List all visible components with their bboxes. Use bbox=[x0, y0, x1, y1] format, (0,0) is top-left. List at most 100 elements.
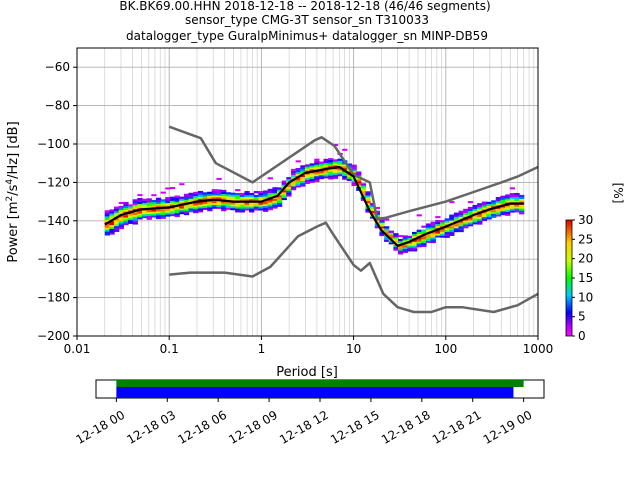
y-axis-ticks: −200 −180 −160 −140 −120 −100 −80 −60 bbox=[37, 60, 77, 343]
pdf-cell bbox=[137, 205, 143, 208]
pdf-cell bbox=[258, 208, 264, 211]
pdf-cell bbox=[197, 202, 204, 205]
pdf-cell-outlier bbox=[114, 206, 120, 209]
colorbar-tick-label: 0 bbox=[578, 329, 586, 343]
pdf-cell bbox=[481, 214, 488, 218]
x-tick-label: 10 bbox=[346, 342, 361, 356]
pdf-cell bbox=[467, 206, 474, 210]
pdf-cell bbox=[290, 174, 297, 177]
pdf-cell bbox=[509, 210, 516, 213]
pdf-cell bbox=[272, 200, 278, 203]
pdf-cell bbox=[179, 208, 185, 211]
pdf-cell bbox=[235, 192, 241, 196]
pdf-cell bbox=[514, 204, 520, 207]
pdf-cell bbox=[481, 216, 488, 220]
pdf-cell bbox=[467, 210, 474, 213]
pdf-cell bbox=[379, 220, 385, 223]
pdf-cell bbox=[160, 205, 166, 208]
pdf-cell bbox=[188, 204, 194, 207]
pdf-cell bbox=[221, 203, 227, 206]
pdf-cell bbox=[458, 212, 464, 215]
y-tick-label: −80 bbox=[45, 99, 70, 113]
pdf-cell-outlier bbox=[342, 148, 348, 151]
pdf-cell bbox=[379, 218, 385, 221]
pdf-cell bbox=[221, 209, 227, 212]
pdf-cell bbox=[244, 198, 250, 201]
pdf-cell bbox=[360, 189, 367, 192]
pdf-cell bbox=[435, 231, 441, 234]
pdf-cell bbox=[491, 200, 497, 203]
pdf-cell bbox=[183, 193, 190, 196]
pdf-cell bbox=[411, 247, 418, 250]
pdf-cell bbox=[309, 167, 315, 170]
pdf-cell bbox=[244, 191, 250, 194]
pdf-cell bbox=[300, 184, 306, 187]
pdf-cell bbox=[197, 198, 204, 201]
pdf-cell bbox=[109, 215, 115, 218]
pdf-cell bbox=[356, 173, 362, 176]
pdf-cell bbox=[221, 205, 227, 208]
pdf-cell bbox=[104, 229, 111, 232]
pdf-cell bbox=[179, 202, 185, 205]
pdf-cell bbox=[379, 226, 385, 229]
pdf-cell bbox=[453, 212, 460, 215]
pdf-cell bbox=[421, 231, 427, 234]
pdf-cell bbox=[207, 203, 213, 206]
pdf-cell bbox=[328, 159, 334, 163]
pdf-cell bbox=[342, 177, 348, 180]
pdf-cell bbox=[151, 203, 157, 207]
timeline-tick-label: 12-18 00 bbox=[74, 408, 128, 447]
pdf-cell bbox=[472, 208, 478, 211]
pdf-cell bbox=[505, 200, 511, 203]
pdf-cell bbox=[384, 232, 390, 235]
pdf-cell bbox=[249, 192, 255, 196]
pdf-cell bbox=[374, 226, 381, 229]
pdf-cell bbox=[425, 238, 432, 242]
pdf-cell bbox=[267, 206, 273, 209]
pdf-cell bbox=[491, 215, 497, 218]
ppsd-plot-area: 0.01 0.1 1 10 100 1000 −200 −180 −160 −140 −120 −1… bbox=[37, 47, 553, 356]
pdf-cell bbox=[188, 192, 194, 196]
pdf-cell bbox=[118, 209, 124, 212]
pdf-cell bbox=[411, 231, 418, 235]
pdf-cell bbox=[309, 174, 315, 178]
pdf-cell bbox=[183, 201, 190, 204]
pdf-cell bbox=[356, 179, 362, 182]
pdf-cell bbox=[402, 237, 408, 240]
pdf-cell bbox=[365, 200, 371, 204]
pdf-cell bbox=[114, 218, 120, 221]
pdf-cell bbox=[179, 206, 185, 209]
pdf-cell bbox=[146, 215, 152, 218]
pdf-cell bbox=[314, 162, 320, 165]
pdf-cell bbox=[384, 226, 390, 229]
pdf-cell bbox=[104, 227, 111, 230]
pdf-cell bbox=[477, 207, 483, 210]
pdf-cell bbox=[309, 172, 315, 176]
pdf-cell bbox=[276, 202, 283, 206]
pdf-cell bbox=[425, 233, 432, 236]
pdf-cell bbox=[216, 206, 222, 209]
pdf-cell bbox=[174, 201, 180, 204]
pdf-cell bbox=[155, 203, 162, 206]
pdf-cell bbox=[239, 206, 246, 209]
pdf-cell bbox=[174, 203, 180, 206]
pdf-cell bbox=[169, 200, 176, 203]
pdf-cell-outlier bbox=[267, 177, 273, 180]
pdf-cell bbox=[318, 176, 325, 180]
pdf-cell bbox=[193, 207, 199, 210]
pdf-cell bbox=[295, 177, 301, 180]
pdf-cell bbox=[174, 209, 180, 212]
pdf-cell bbox=[160, 199, 166, 202]
pdf-cell-outlier bbox=[416, 214, 422, 217]
pdf-cell bbox=[379, 231, 385, 235]
pdf-cell bbox=[500, 197, 506, 200]
pdf-cell bbox=[169, 202, 176, 205]
pdf-cell bbox=[505, 196, 511, 199]
pdf-cell bbox=[239, 204, 246, 207]
pdf-cell bbox=[505, 213, 511, 216]
pdf-cell bbox=[169, 212, 176, 215]
pdf-cell bbox=[519, 212, 525, 215]
pdf-cell bbox=[253, 196, 259, 200]
pdf-cell bbox=[225, 194, 232, 197]
